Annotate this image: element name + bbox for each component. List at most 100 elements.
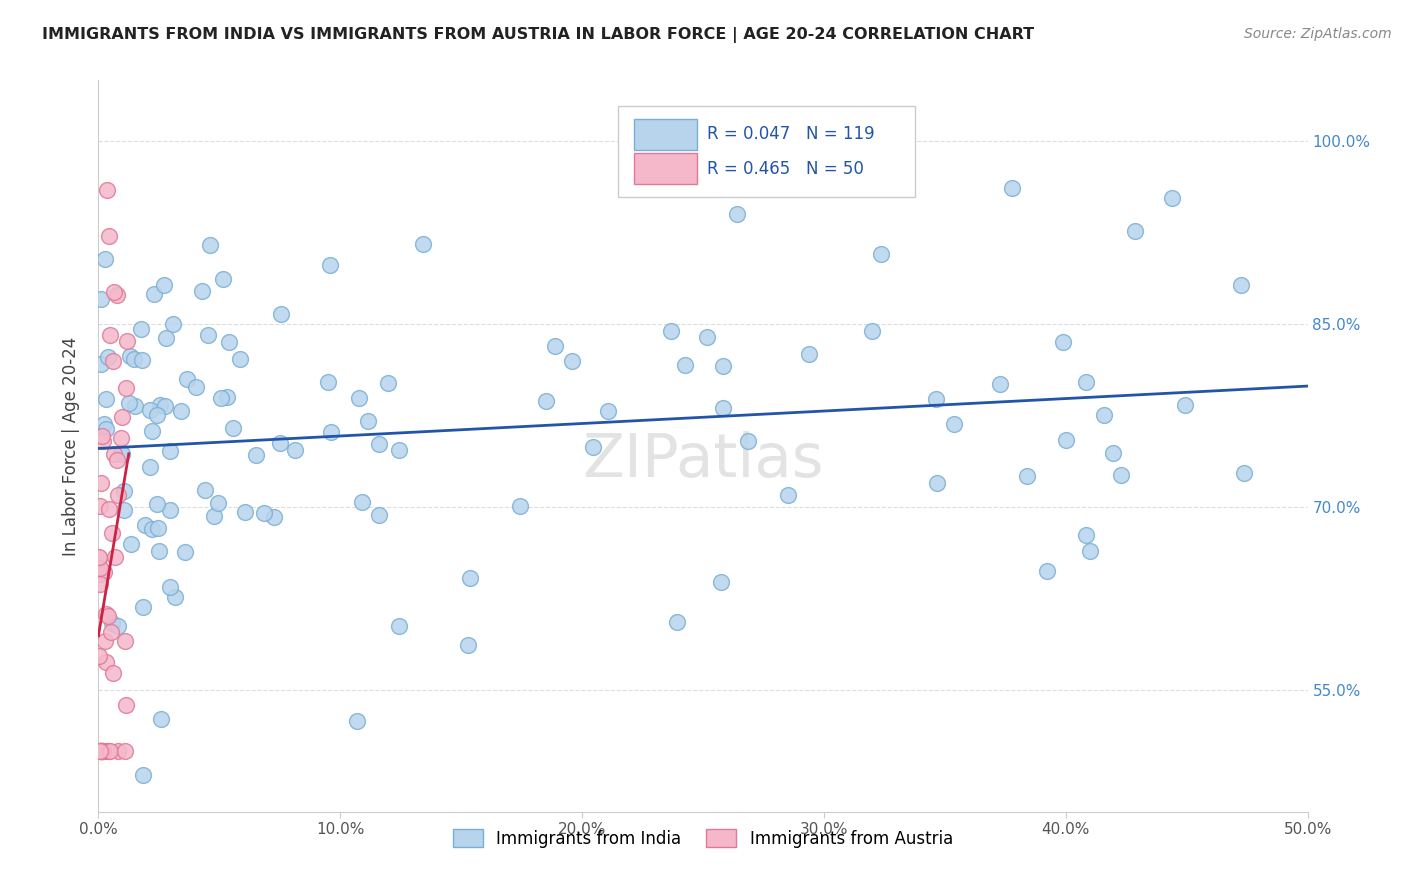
Point <box>737 434 759 448</box>
Point <box>94 392 117 406</box>
Point <box>1054 433 1077 447</box>
Point <box>129 322 152 336</box>
Point <box>94 421 117 435</box>
Point <box>87 551 110 566</box>
Point <box>1080 544 1102 558</box>
Point <box>388 442 411 457</box>
Point <box>347 391 370 405</box>
Point <box>582 440 605 454</box>
Point <box>89 744 111 758</box>
Point <box>112 483 135 498</box>
Point <box>98 328 121 343</box>
Point <box>711 401 734 416</box>
Point <box>120 537 142 551</box>
Point <box>112 502 135 516</box>
Point <box>141 425 163 439</box>
Point <box>139 403 162 417</box>
Point <box>152 278 174 293</box>
Point <box>114 633 136 648</box>
Point <box>94 607 117 621</box>
Point <box>114 744 136 758</box>
Point <box>1092 408 1115 422</box>
Point <box>198 238 221 252</box>
Point <box>217 390 239 404</box>
Point <box>988 376 1011 391</box>
Point <box>90 292 112 306</box>
Point <box>233 505 256 519</box>
Point <box>368 508 391 522</box>
Point <box>169 404 191 418</box>
Point <box>103 285 125 300</box>
Point <box>89 499 111 513</box>
Point <box>176 371 198 385</box>
Point <box>263 510 285 524</box>
Point <box>91 744 114 758</box>
Point <box>673 358 696 372</box>
Point <box>710 575 733 590</box>
Point <box>942 417 965 432</box>
Point <box>146 521 169 535</box>
Point <box>111 447 134 461</box>
Point <box>91 744 114 758</box>
Point <box>316 375 339 389</box>
Point <box>107 619 129 633</box>
Point <box>659 324 682 338</box>
Point <box>162 318 184 332</box>
Point <box>191 285 214 299</box>
Point <box>457 638 479 652</box>
Point <box>97 744 120 758</box>
Point <box>207 496 229 510</box>
Point <box>90 357 112 371</box>
Point <box>544 338 567 352</box>
Point <box>93 417 115 432</box>
Point <box>1123 224 1146 238</box>
Point <box>103 353 125 368</box>
Point <box>141 522 163 536</box>
Point <box>100 525 122 540</box>
Point <box>91 434 114 448</box>
Point <box>132 600 155 615</box>
Point <box>377 376 399 391</box>
FancyBboxPatch shape <box>619 106 915 197</box>
Point <box>101 615 124 630</box>
Point <box>145 409 167 423</box>
Point <box>197 328 219 343</box>
Point <box>94 655 117 669</box>
Point <box>1052 334 1074 349</box>
Point <box>97 744 120 758</box>
Point <box>97 609 120 624</box>
Point <box>114 698 136 712</box>
Point <box>110 446 132 460</box>
Point <box>319 258 342 272</box>
Point <box>103 447 125 461</box>
Point <box>105 288 128 302</box>
Point <box>350 495 373 509</box>
Point <box>100 625 122 640</box>
Point <box>117 334 139 348</box>
Point <box>89 577 111 591</box>
Point <box>104 549 127 564</box>
Point <box>229 352 252 367</box>
Point <box>98 744 121 758</box>
Point <box>91 744 114 758</box>
Point <box>90 744 112 758</box>
Point <box>89 567 111 582</box>
Text: ZIPatlas: ZIPatlas <box>582 431 824 490</box>
Point <box>93 566 115 580</box>
Point <box>797 347 820 361</box>
Point <box>270 308 292 322</box>
Point <box>665 615 688 629</box>
Point <box>91 744 114 758</box>
Point <box>97 350 120 364</box>
Point <box>97 502 120 516</box>
Point <box>122 351 145 366</box>
Point <box>1015 468 1038 483</box>
Point <box>1076 375 1098 389</box>
Point <box>110 431 132 445</box>
Point <box>509 499 531 513</box>
Point <box>145 498 167 512</box>
Point <box>148 544 170 558</box>
Point <box>96 183 118 197</box>
Point <box>458 571 481 585</box>
Point <box>194 483 217 497</box>
